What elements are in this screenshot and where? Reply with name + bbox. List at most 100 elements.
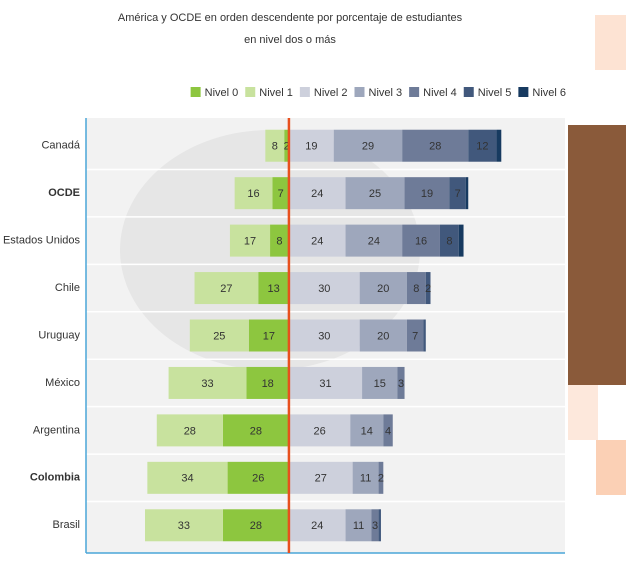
data-label: 30 bbox=[318, 330, 330, 342]
bar bbox=[156, 414, 223, 447]
bar bbox=[229, 224, 271, 257]
bar bbox=[258, 272, 289, 305]
data-label: 7 bbox=[412, 330, 418, 342]
legend-swatch bbox=[409, 87, 420, 97]
data-label: 19 bbox=[421, 188, 433, 200]
bar bbox=[189, 319, 249, 352]
bar bbox=[350, 414, 384, 447]
bar bbox=[406, 319, 424, 352]
legend-label: Nivel 4 bbox=[423, 87, 457, 99]
data-label: 20 bbox=[377, 283, 389, 295]
bar bbox=[362, 366, 398, 399]
data-label: 2 bbox=[284, 141, 290, 153]
data-label: 34 bbox=[181, 473, 193, 485]
bar bbox=[352, 461, 379, 494]
bar bbox=[333, 129, 403, 162]
data-label: 11 bbox=[360, 473, 371, 485]
data-label: 24 bbox=[311, 236, 323, 248]
data-label: 28 bbox=[250, 425, 262, 437]
data-label: 27 bbox=[315, 473, 327, 485]
y-tick-label: Chile bbox=[55, 282, 80, 294]
data-label: 25 bbox=[369, 188, 381, 200]
data-label: 16 bbox=[247, 188, 259, 200]
data-label: 31 bbox=[319, 378, 331, 390]
data-label: 7 bbox=[278, 188, 284, 200]
y-tick-label: Canadá bbox=[41, 140, 80, 152]
data-label: 17 bbox=[263, 330, 275, 342]
data-label: 33 bbox=[201, 378, 213, 390]
data-label: 28 bbox=[250, 520, 262, 532]
bar bbox=[378, 509, 381, 542]
bar bbox=[465, 177, 469, 210]
data-label: 7 bbox=[455, 188, 461, 200]
data-label: 8 bbox=[413, 283, 419, 295]
bar bbox=[378, 461, 384, 494]
bar bbox=[423, 319, 426, 352]
data-label: 3 bbox=[398, 378, 404, 390]
bar bbox=[371, 509, 379, 542]
legend-label: Nivel 1 bbox=[259, 87, 293, 99]
legend-swatch bbox=[354, 87, 365, 97]
data-label: 2 bbox=[425, 283, 431, 295]
data-label: 17 bbox=[244, 236, 256, 248]
bar bbox=[383, 414, 393, 447]
y-tick-label: Uruguay bbox=[38, 329, 80, 341]
legend-label: Nivel 3 bbox=[369, 87, 403, 99]
data-label: 24 bbox=[311, 520, 323, 532]
bar bbox=[284, 129, 289, 162]
bar bbox=[402, 129, 469, 162]
bar bbox=[246, 366, 289, 399]
data-label: 16 bbox=[415, 236, 427, 248]
data-label: 30 bbox=[318, 283, 330, 295]
data-label: 8 bbox=[276, 236, 282, 248]
bar bbox=[359, 272, 407, 305]
bar bbox=[288, 509, 346, 542]
data-label: 11 bbox=[353, 520, 364, 532]
data-label: 26 bbox=[313, 425, 325, 437]
data-label: 4 bbox=[385, 425, 391, 437]
legend-swatch bbox=[299, 87, 310, 97]
bar bbox=[458, 224, 464, 257]
decoration bbox=[568, 385, 598, 440]
decoration bbox=[595, 15, 626, 70]
bar bbox=[248, 319, 289, 352]
bar bbox=[359, 319, 407, 352]
bar bbox=[439, 224, 459, 257]
y-tick-label: Argentina bbox=[33, 424, 81, 436]
legend-swatch bbox=[463, 87, 474, 97]
data-label: 12 bbox=[476, 141, 488, 153]
bar bbox=[288, 129, 334, 162]
bar bbox=[288, 414, 351, 447]
data-label: 33 bbox=[178, 520, 190, 532]
bar bbox=[227, 461, 289, 494]
bar bbox=[288, 366, 363, 399]
legend-label: Nivel 5 bbox=[478, 87, 512, 99]
bar bbox=[288, 272, 360, 305]
data-label: 3 bbox=[372, 520, 378, 532]
bar bbox=[449, 177, 466, 210]
bar bbox=[288, 319, 360, 352]
legend-swatch bbox=[518, 87, 529, 97]
data-label: 29 bbox=[362, 141, 374, 153]
bar bbox=[272, 177, 289, 210]
bar bbox=[397, 366, 405, 399]
data-label: 2 bbox=[378, 473, 384, 485]
bar bbox=[288, 177, 346, 210]
legend-swatch bbox=[245, 87, 256, 97]
bar bbox=[234, 177, 273, 210]
y-tick-label: Colombia bbox=[30, 472, 81, 484]
bar bbox=[468, 129, 497, 162]
bar bbox=[194, 272, 259, 305]
bar bbox=[345, 509, 372, 542]
bar bbox=[402, 224, 440, 257]
data-label: 13 bbox=[267, 283, 279, 295]
bar bbox=[270, 224, 289, 257]
bar bbox=[404, 177, 450, 210]
bar bbox=[144, 509, 223, 542]
bar bbox=[406, 272, 426, 305]
bar bbox=[345, 177, 405, 210]
data-label: 14 bbox=[361, 425, 373, 437]
data-label: 18 bbox=[262, 378, 274, 390]
data-label: 25 bbox=[213, 330, 225, 342]
